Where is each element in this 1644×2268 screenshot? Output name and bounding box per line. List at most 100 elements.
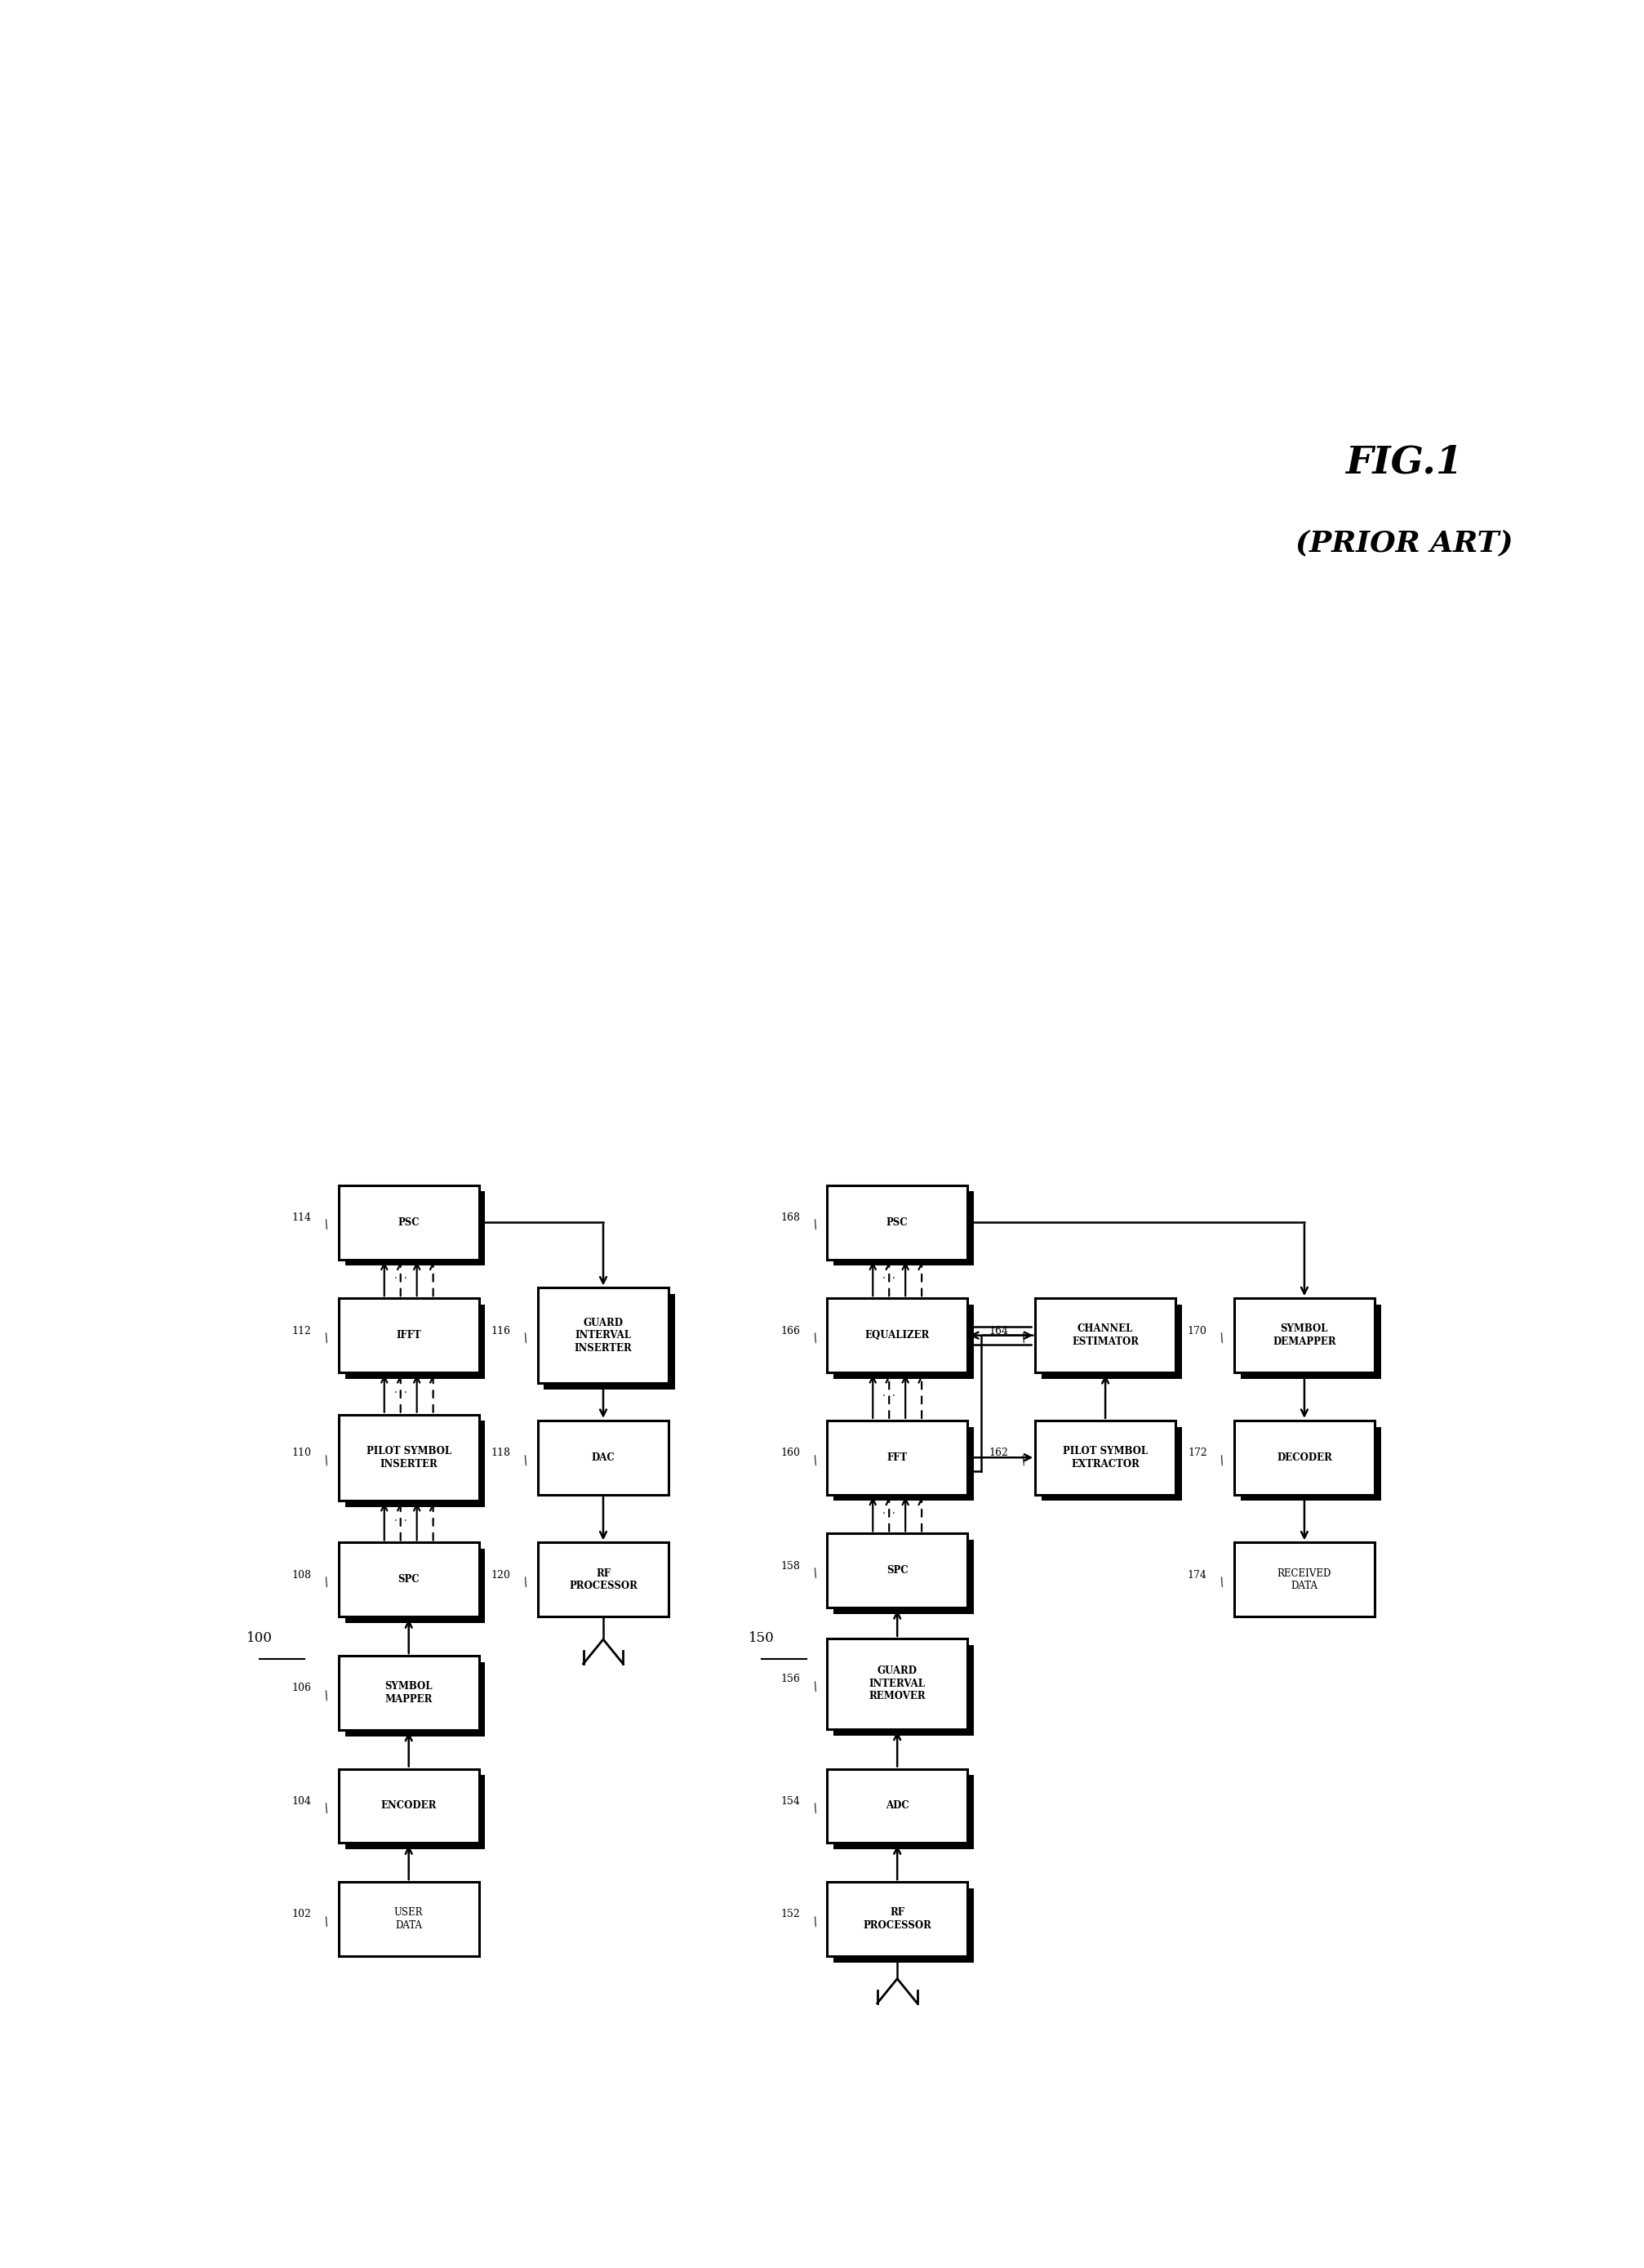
Bar <box>827 1637 967 1728</box>
Text: 104: 104 <box>291 1796 311 1808</box>
Text: SPC: SPC <box>886 1565 907 1576</box>
Text: FIG.1: FIG.1 <box>1345 445 1462 481</box>
Text: /: / <box>810 1567 819 1579</box>
Text: /: / <box>322 1454 330 1465</box>
Bar <box>1034 1420 1175 1495</box>
Text: /: / <box>810 1331 819 1345</box>
Bar <box>834 1191 973 1266</box>
Bar <box>339 1769 478 1844</box>
Text: PILOT SYMBOL
INSERTER: PILOT SYMBOL INSERTER <box>367 1447 450 1470</box>
Text: /: / <box>810 1681 819 1692</box>
Bar <box>1240 1304 1379 1379</box>
Text: /: / <box>1019 1454 1026 1465</box>
Text: /: / <box>322 1803 330 1814</box>
Text: 118: 118 <box>490 1447 510 1458</box>
Text: (PRIOR ART): (PRIOR ART) <box>1294 531 1512 558</box>
Text: CHANNEL
ESTIMATOR: CHANNEL ESTIMATOR <box>1072 1325 1138 1347</box>
Text: 166: 166 <box>779 1325 799 1336</box>
Bar <box>834 1889 973 1962</box>
Text: FFT: FFT <box>886 1452 907 1463</box>
Bar <box>538 1420 669 1495</box>
Text: DECODER: DECODER <box>1276 1452 1332 1463</box>
Text: 172: 172 <box>1187 1447 1207 1458</box>
Bar <box>834 1304 973 1379</box>
Bar <box>339 1656 478 1730</box>
Text: ·  ·: · · <box>395 1517 406 1526</box>
Text: RF
PROCESSOR: RF PROCESSOR <box>863 1907 931 1930</box>
Text: PSC: PSC <box>886 1218 907 1227</box>
Text: 116: 116 <box>490 1325 510 1336</box>
Text: SPC: SPC <box>398 1574 419 1585</box>
Text: SYMBOL
MAPPER: SYMBOL MAPPER <box>385 1681 432 1706</box>
Text: IFFT: IFFT <box>396 1329 421 1340</box>
Text: /: / <box>521 1331 529 1345</box>
Text: /: / <box>1218 1331 1226 1345</box>
Bar <box>1041 1304 1180 1379</box>
Text: 106: 106 <box>291 1683 311 1694</box>
Text: /: / <box>1218 1576 1226 1588</box>
Text: EQUALIZER: EQUALIZER <box>865 1329 929 1340</box>
Bar <box>827 1297 967 1372</box>
Text: 110: 110 <box>291 1447 311 1458</box>
Text: 154: 154 <box>781 1796 799 1808</box>
Text: /: / <box>322 1331 330 1345</box>
Text: 102: 102 <box>293 1910 311 1919</box>
Text: 152: 152 <box>781 1910 799 1919</box>
Text: 100: 100 <box>247 1631 273 1644</box>
Text: 160: 160 <box>779 1447 799 1458</box>
Text: GUARD
INTERVAL
REMOVER: GUARD INTERVAL REMOVER <box>868 1665 926 1701</box>
Bar <box>834 1540 973 1615</box>
Text: 150: 150 <box>748 1631 774 1644</box>
Text: 162: 162 <box>988 1447 1008 1458</box>
Bar <box>1240 1427 1379 1501</box>
Text: /: / <box>810 1803 819 1814</box>
Text: /: / <box>1218 1454 1226 1465</box>
Bar <box>339 1415 478 1501</box>
Bar <box>834 1776 973 1848</box>
Text: /: / <box>322 1576 330 1588</box>
Bar <box>827 1769 967 1844</box>
Bar <box>538 1542 669 1617</box>
Bar <box>345 1776 485 1848</box>
Text: ·  ·: · · <box>883 1508 894 1520</box>
Text: 168: 168 <box>779 1213 799 1222</box>
Text: /: / <box>810 1916 819 1928</box>
Text: PILOT SYMBOL
EXTRACTOR: PILOT SYMBOL EXTRACTOR <box>1062 1447 1148 1470</box>
Bar <box>1233 1297 1374 1372</box>
Bar <box>1233 1542 1374 1617</box>
Text: /: / <box>810 1218 819 1232</box>
Bar <box>345 1420 485 1506</box>
Text: ·  ·: · · <box>883 1390 894 1402</box>
Text: PSC: PSC <box>398 1218 419 1227</box>
Text: GUARD
INTERVAL
INSERTER: GUARD INTERVAL INSERTER <box>574 1318 631 1354</box>
Bar <box>827 1186 967 1259</box>
Text: /: / <box>322 1916 330 1928</box>
Text: /: / <box>521 1454 529 1465</box>
Bar <box>345 1191 485 1266</box>
Bar <box>345 1662 485 1737</box>
Bar <box>345 1549 485 1624</box>
Text: RF
PROCESSOR: RF PROCESSOR <box>569 1567 638 1592</box>
Bar <box>827 1420 967 1495</box>
Text: ADC: ADC <box>884 1801 909 1812</box>
Text: DAC: DAC <box>592 1452 615 1463</box>
Text: ·  ·: · · <box>883 1275 894 1284</box>
Text: 112: 112 <box>293 1325 311 1336</box>
Bar <box>827 1533 967 1608</box>
Text: RECEIVED
DATA: RECEIVED DATA <box>1277 1567 1330 1592</box>
Bar <box>544 1295 674 1390</box>
Text: /: / <box>521 1576 529 1588</box>
Text: 114: 114 <box>291 1213 311 1222</box>
Bar <box>339 1542 478 1617</box>
Text: /: / <box>322 1690 330 1701</box>
Bar <box>538 1288 669 1383</box>
Text: 158: 158 <box>781 1560 799 1572</box>
Text: 170: 170 <box>1187 1325 1207 1336</box>
Bar <box>827 1882 967 1955</box>
Bar <box>1041 1427 1180 1501</box>
Text: USER
DATA: USER DATA <box>395 1907 423 1930</box>
Text: /: / <box>1019 1331 1026 1345</box>
Text: SYMBOL
DEMAPPER: SYMBOL DEMAPPER <box>1272 1325 1335 1347</box>
Text: 174: 174 <box>1187 1569 1207 1581</box>
Text: 120: 120 <box>492 1569 510 1581</box>
